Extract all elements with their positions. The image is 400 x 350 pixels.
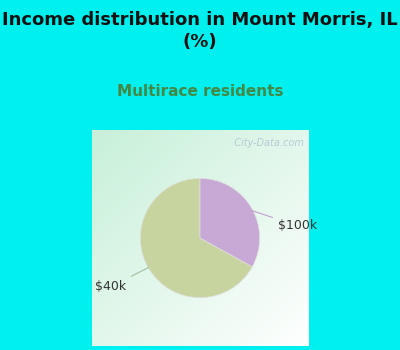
Wedge shape — [140, 178, 252, 298]
Wedge shape — [200, 178, 260, 267]
Text: Income distribution in Mount Morris, IL
(%): Income distribution in Mount Morris, IL … — [2, 10, 398, 51]
Text: $40k: $40k — [95, 268, 148, 293]
Text: Multirace residents: Multirace residents — [117, 84, 283, 99]
Text: $100k: $100k — [252, 211, 317, 232]
Text: City-Data.com: City-Data.com — [228, 138, 304, 148]
